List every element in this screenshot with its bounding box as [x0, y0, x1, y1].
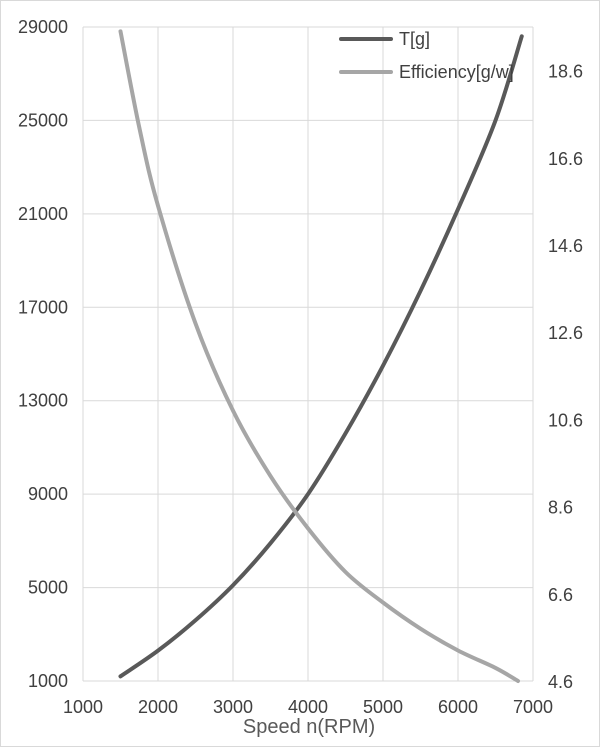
- grid: [82, 26, 534, 682]
- x-axis-tick-label: 1000: [63, 697, 103, 717]
- series-lines: [118, 29, 524, 683]
- left-axis-tick-labels: 1000 5000 9000 13000 17000 21000 25000 29000: [18, 17, 68, 691]
- left-axis-tick-label: 1000: [28, 671, 68, 691]
- right-axis-tick-labels: 4.6 6.6 8.6 10.6 12.6 14.6 16.6 18.6: [548, 62, 583, 692]
- left-axis-tick-label: 29000: [18, 17, 68, 37]
- right-axis-tick-label: 4.6: [548, 672, 573, 692]
- series-line-1: [118, 29, 520, 683]
- right-axis-tick-label: 16.6: [548, 149, 583, 169]
- left-axis-tick-label: 5000: [28, 578, 68, 598]
- left-axis-tick-label: 25000: [18, 110, 68, 130]
- left-axis-tick-label: 9000: [28, 484, 68, 504]
- x-axis-tick-labels: 1000 2000 3000 4000 5000 6000 7000: [63, 697, 553, 717]
- legend: T[g] Efficiency[g/w]: [339, 29, 514, 82]
- left-axis-tick-label: 13000: [18, 391, 68, 411]
- right-axis-tick-label: 12.6: [548, 323, 583, 343]
- x-axis-tick-label: 7000: [513, 697, 553, 717]
- series-line-0: [118, 34, 524, 679]
- x-axis-title: Speed n(RPM): [243, 716, 375, 738]
- right-axis-tick-label: 6.6: [548, 585, 573, 605]
- x-axis-tick-label: 4000: [288, 697, 328, 717]
- legend-label-series-1: Efficiency[g/w]: [399, 62, 514, 82]
- legend-label-series-0: T[g]: [399, 29, 430, 49]
- right-axis-tick-label: 10.6: [548, 410, 583, 430]
- right-axis-tick-label: 8.6: [548, 498, 573, 518]
- right-axis-tick-label: 14.6: [548, 236, 583, 256]
- x-axis-tick-label: 3000: [213, 697, 253, 717]
- x-axis-tick-label: 2000: [138, 697, 178, 717]
- x-axis-tick-label: 6000: [438, 697, 478, 717]
- right-axis-tick-label: 18.6: [548, 62, 583, 82]
- left-axis-tick-label: 21000: [18, 204, 68, 224]
- x-axis-tick-label: 5000: [363, 697, 403, 717]
- left-axis-tick-label: 17000: [18, 297, 68, 317]
